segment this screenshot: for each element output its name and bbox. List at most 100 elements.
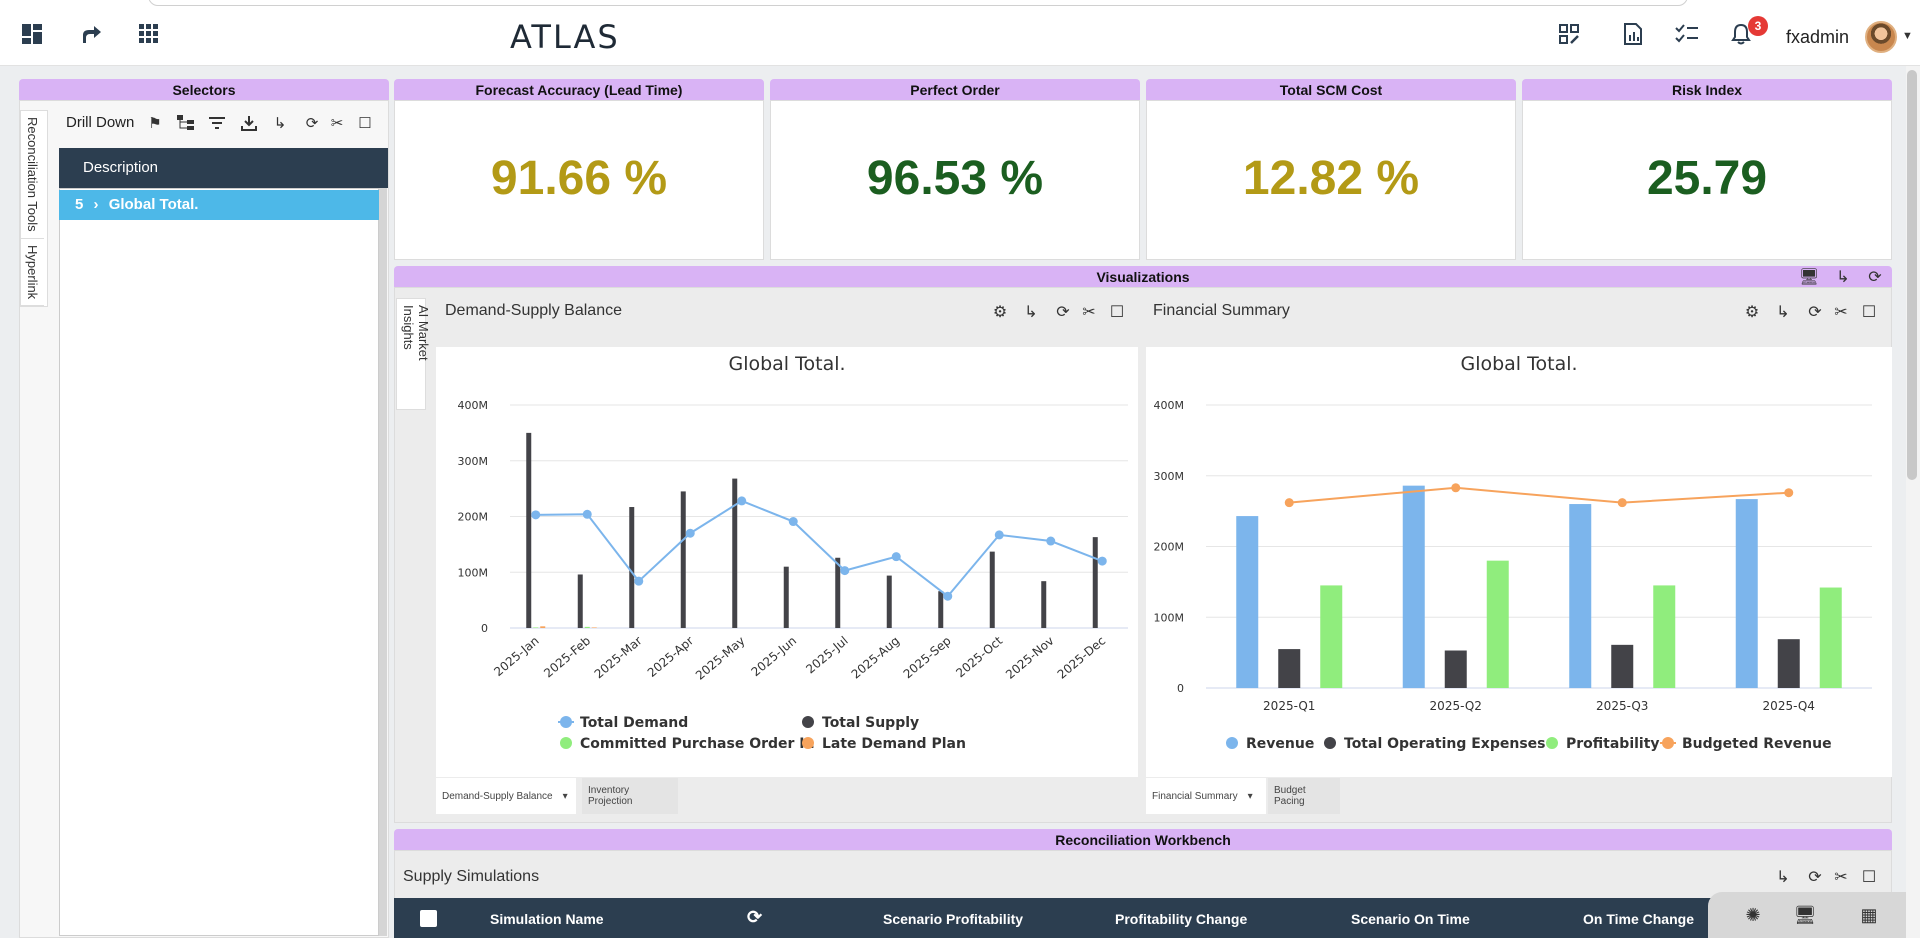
bar [1611, 644, 1634, 688]
kpi-value: 12.82 % [1242, 152, 1420, 205]
username[interactable]: fxadmin [1786, 27, 1850, 47]
notification-bell-icon[interactable] [1728, 22, 1754, 46]
apps-grid-icon[interactable] [136, 22, 162, 46]
bar [938, 591, 944, 628]
flag-icon[interactable]: ⚑ [148, 115, 162, 132]
settings-gear-icon[interactable]: ⚙ [992, 304, 1008, 321]
chart-export-icon[interactable]: ↳ [1024, 304, 1038, 321]
report-icon[interactable] [1620, 22, 1646, 46]
drill-down-label: Drill Down [66, 114, 135, 131]
dashboard-icon[interactable] [19, 22, 45, 46]
top-bar: ATLAS 3 fxadmin ▼ [0, 0, 1920, 66]
kpi-header-forecast-accuracy: Forecast Accuracy (Lead Time) [394, 79, 764, 100]
bar [989, 551, 995, 628]
chart-title: Global Total. [1460, 353, 1577, 375]
viz-refresh-icon[interactable]: ⟳ [1868, 269, 1882, 286]
selectors-header: Selectors [19, 79, 389, 100]
x-tick-label: 2025-Q4 [1763, 699, 1815, 713]
col-on-time-change[interactable]: On Time Change [1583, 911, 1694, 927]
col-simulation-name[interactable]: Simulation Name [490, 911, 604, 927]
bar [1402, 485, 1425, 688]
data-point [788, 517, 798, 527]
subtab-inventory-projection[interactable]: Inventory Projection [582, 778, 678, 814]
bar [629, 507, 635, 628]
caret-down-icon[interactable]: ▾ [1247, 790, 1253, 802]
filter-icon[interactable] [208, 114, 226, 132]
select-all-checkbox[interactable] [420, 910, 437, 927]
data-point [634, 576, 644, 586]
bar [1819, 587, 1842, 688]
legend-marker [1226, 737, 1238, 749]
tools-icon[interactable]: ✂ [330, 115, 344, 132]
user-menu-caret-icon[interactable]: ▼ [1902, 30, 1913, 42]
data-point [1284, 498, 1294, 508]
download-icon[interactable] [240, 114, 258, 132]
x-tick-label: 2025-Jul [803, 634, 850, 677]
chart-title-financial-summary: Financial Summary [1153, 302, 1290, 319]
col-scenario-on-time[interactable]: Scenario On Time [1351, 911, 1470, 927]
tree-scrollbar[interactable] [379, 188, 387, 936]
ai-brain-icon[interactable]: ✺ [1745, 904, 1761, 925]
data-point [1784, 488, 1794, 498]
subtab-budget-pacing[interactable]: Budget Pacing [1268, 778, 1340, 814]
subtab-demand-supply-balance[interactable]: Demand-Supply Balance ▾ [436, 778, 576, 814]
chart-maximize-icon[interactable]: ☐ [1861, 304, 1877, 321]
data-point [994, 530, 1004, 540]
hierarchy-icon[interactable] [177, 114, 195, 132]
qr-edit-icon[interactable] [1556, 22, 1582, 46]
wb-tools-icon[interactable]: ✂ [1834, 869, 1848, 886]
settings-gear-icon[interactable]: ⚙ [1744, 304, 1760, 321]
tree-item-global-total[interactable]: 5 › Global Total. [59, 190, 379, 220]
x-tick-label: 2025-Q3 [1596, 699, 1648, 713]
legend-label: Late Demand Plan [822, 736, 966, 752]
chart-tools-icon[interactable]: ✂ [1082, 304, 1096, 321]
task-list-icon[interactable] [1674, 22, 1700, 46]
series-line [535, 499, 1103, 598]
col-profitability-change[interactable]: Profitability Change [1115, 911, 1248, 927]
user-avatar[interactable] [1865, 21, 1897, 53]
side-tab-hyperlink[interactable]: Hyperlink [21, 239, 44, 306]
wb-refresh-icon[interactable]: ⟳ [1808, 869, 1822, 886]
table-refresh-icon[interactable]: ⟳ [747, 907, 763, 927]
chart-export-icon[interactable]: ↳ [1776, 304, 1790, 321]
monitor-icon[interactable]: 🖥 [1793, 904, 1817, 925]
chart-title: Global Total. [728, 353, 845, 375]
kpi-card-total-scm-cost: 12.82 % [1146, 100, 1516, 260]
kpi-header-risk-index: Risk Index [1522, 79, 1892, 100]
export-arrow-icon[interactable]: ↳ [273, 115, 287, 132]
bar [680, 491, 686, 628]
x-tick-label: 2025-Nov [1003, 634, 1057, 682]
share-arrow-icon[interactable] [78, 22, 104, 46]
col-scenario-profitability[interactable]: Scenario Profitability [883, 911, 1024, 927]
financial-summary-chart: Global Total. 0 100M 200M 300M 400M 2025-Q1 202… [1146, 347, 1892, 777]
viz-export-icon[interactable]: ↳ [1836, 269, 1850, 286]
chevron-right-icon[interactable]: › [93, 196, 99, 213]
side-tab-reconciliation-tools[interactable]: Reconciliation Tools [21, 111, 44, 239]
data-point [737, 496, 747, 506]
bar [1278, 649, 1301, 688]
kpi-card-forecast-accuracy: 91.66 % [394, 100, 764, 260]
visualizations-header: Visualizations [394, 266, 1892, 287]
legend-marker [560, 716, 572, 728]
x-tick-label: 2025-Jun [749, 634, 800, 680]
maximize-icon[interactable]: ☐ [358, 115, 372, 132]
ai-market-insights-tab[interactable]: AI Market Insights [396, 298, 431, 410]
subtab-financial-summary[interactable]: Financial Summary ▾ [1146, 778, 1266, 814]
workbench-table-header: Simulation Name ⟳ Scenario Profitability… [394, 898, 1894, 938]
y-tick-label: 300M [1154, 470, 1185, 483]
bar [577, 574, 583, 628]
chart-maximize-icon[interactable]: ☐ [1109, 304, 1125, 321]
presentation-icon[interactable]: 🖥 [1798, 269, 1820, 286]
caret-down-icon[interactable]: ▾ [562, 790, 568, 802]
chart-refresh-icon[interactable]: ⟳ [1808, 304, 1822, 321]
bar [1444, 650, 1467, 688]
wb-maximize-icon[interactable]: ☐ [1861, 869, 1877, 886]
page-scrollbar-thumb[interactable] [1907, 70, 1917, 480]
chart-tools-icon[interactable]: ✂ [1834, 304, 1848, 321]
workbench-header: Reconciliation Workbench [394, 829, 1892, 850]
chart-refresh-icon[interactable]: ⟳ [1056, 304, 1070, 321]
refresh-icon[interactable]: ⟳ [305, 115, 319, 132]
calculator-icon[interactable]: ▦ [1860, 904, 1878, 925]
top-search-bar[interactable] [148, 0, 1688, 6]
wb-export-icon[interactable]: ↳ [1776, 869, 1790, 886]
